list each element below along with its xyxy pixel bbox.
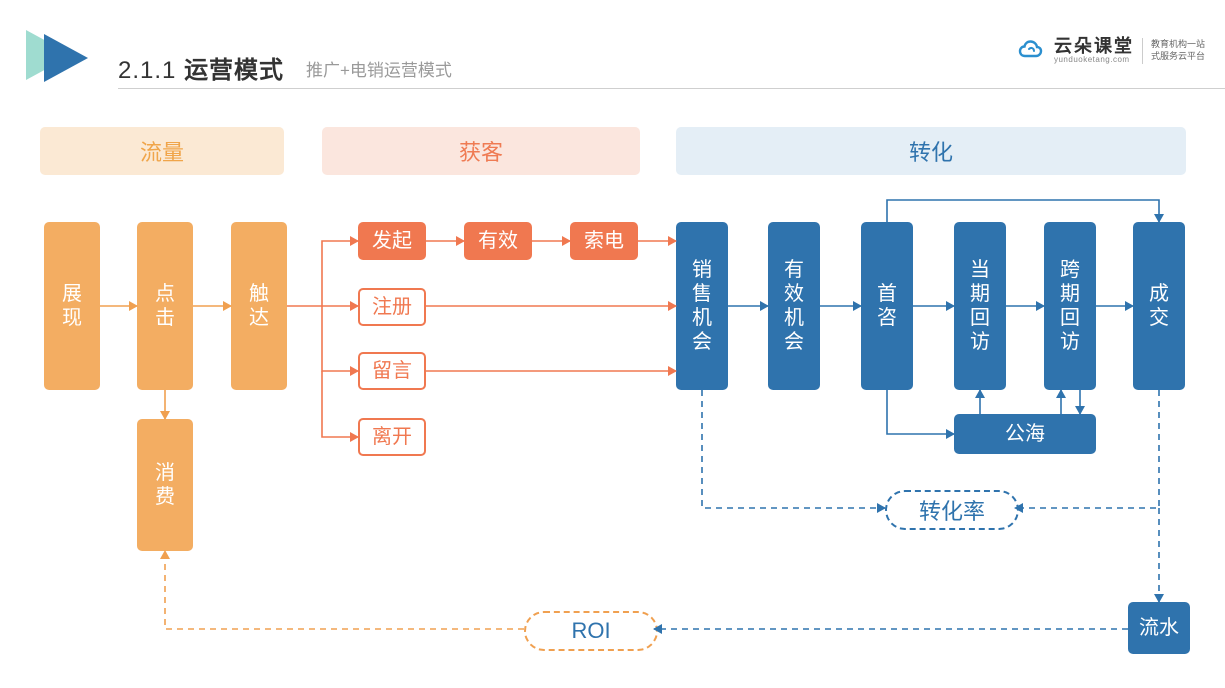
node-gonghai-label: 公海 <box>1005 422 1045 446</box>
node-liushui-label: 流水 <box>1139 616 1179 640</box>
node-faqi: 发起 <box>358 222 426 260</box>
section-title: 运营模式 <box>184 57 284 84</box>
brand-cloud-icon <box>1016 36 1046 66</box>
edge <box>322 371 358 437</box>
node-yxjh: 有效机会 <box>768 222 820 390</box>
section-number: 2.1.1 <box>118 57 176 84</box>
edge <box>322 306 358 371</box>
node-chengjiao-label: 成交 <box>1149 282 1169 330</box>
node-kqhf-label: 跨期回访 <box>1060 258 1080 354</box>
node-chengjiao: 成交 <box>1133 222 1185 390</box>
node-zhuce-label: 注册 <box>372 295 412 319</box>
edge <box>887 200 1159 222</box>
node-zhanxian: 展现 <box>44 222 100 390</box>
node-youxiao: 有效 <box>464 222 532 260</box>
node-liuyan-label: 留言 <box>372 359 412 383</box>
node-kqhf: 跨期回访 <box>1044 222 1096 390</box>
edge <box>702 390 885 508</box>
node-shouzi-label: 首咨 <box>877 282 897 330</box>
node-faqi-label: 发起 <box>372 229 412 253</box>
header-rule <box>118 88 1225 89</box>
hdr-conv: 转化 <box>676 127 1186 175</box>
node-zhuce: 注册 <box>358 288 426 326</box>
header-logo-triangle <box>26 30 96 90</box>
node-shouzi: 首咨 <box>861 222 913 390</box>
node-dqhf-label: 当期回访 <box>970 258 990 354</box>
node-chuda: 触达 <box>231 222 287 390</box>
node-xiaofei-label: 消费 <box>155 461 175 509</box>
node-youxiao-label: 有效 <box>478 229 518 253</box>
metric-roi: ROI <box>524 611 658 651</box>
node-zhanxian-label: 展现 <box>62 282 82 330</box>
node-liushui: 流水 <box>1128 602 1190 654</box>
node-gonghai: 公海 <box>954 414 1096 454</box>
brand-domain: yunduoketang.com <box>1054 56 1134 64</box>
node-xiaofei: 消费 <box>137 419 193 551</box>
node-yxjh-label: 有效机会 <box>784 258 804 354</box>
node-chuda-label: 触达 <box>249 282 269 330</box>
node-likai-label: 离开 <box>372 425 412 449</box>
header-title: 2.1.1 运营模式 <box>118 50 284 85</box>
edge <box>287 241 358 306</box>
header-subtitle: 推广+电销运营模式 <box>306 56 452 81</box>
hdr-traffic: 流量 <box>40 127 284 175</box>
edge <box>165 551 524 629</box>
node-xsjh-label: 销售机会 <box>692 258 712 354</box>
node-likai: 离开 <box>358 418 426 456</box>
brand-sep <box>1142 38 1143 64</box>
brand-block: 云朵课堂yunduoketang.com 教育机构一站式服务云平台 <box>1016 36 1205 66</box>
hdr-acq: 获客 <box>322 127 640 175</box>
node-suodian: 索电 <box>570 222 638 260</box>
node-suodian-label: 索电 <box>584 229 624 253</box>
node-xsjh: 销售机会 <box>676 222 728 390</box>
brand-tagline: 教育机构一站式服务云平台 <box>1151 39 1205 62</box>
node-dianji: 点击 <box>137 222 193 390</box>
node-dqhf: 当期回访 <box>954 222 1006 390</box>
brand-name: 云朵课堂 <box>1054 37 1134 56</box>
metric-zhl: 转化率 <box>885 490 1019 530</box>
node-liuyan: 留言 <box>358 352 426 390</box>
node-dianji-label: 点击 <box>155 282 175 330</box>
edge <box>887 390 954 434</box>
